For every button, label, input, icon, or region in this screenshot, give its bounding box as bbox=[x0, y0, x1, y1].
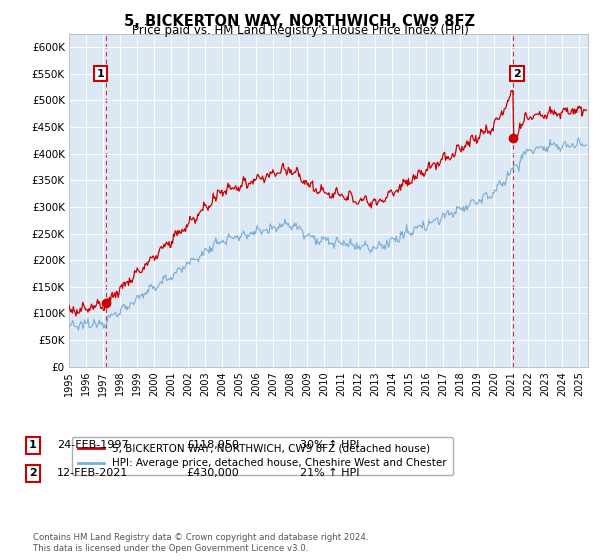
Text: Price paid vs. HM Land Registry's House Price Index (HPI): Price paid vs. HM Land Registry's House … bbox=[131, 24, 469, 37]
Text: 21% ↑ HPI: 21% ↑ HPI bbox=[300, 468, 359, 478]
Text: £430,000: £430,000 bbox=[186, 468, 239, 478]
Text: 30% ↑ HPI: 30% ↑ HPI bbox=[300, 440, 359, 450]
Text: Contains HM Land Registry data © Crown copyright and database right 2024.
This d: Contains HM Land Registry data © Crown c… bbox=[33, 533, 368, 553]
Text: 5, BICKERTON WAY, NORTHWICH, CW9 8FZ: 5, BICKERTON WAY, NORTHWICH, CW9 8FZ bbox=[125, 14, 476, 29]
Text: 2: 2 bbox=[29, 468, 37, 478]
Text: 24-FEB-1997: 24-FEB-1997 bbox=[57, 440, 128, 450]
Text: 1: 1 bbox=[29, 440, 37, 450]
Text: 1: 1 bbox=[97, 68, 104, 78]
Text: 12-FEB-2021: 12-FEB-2021 bbox=[57, 468, 128, 478]
Text: £118,950: £118,950 bbox=[186, 440, 239, 450]
Text: 2: 2 bbox=[513, 68, 521, 78]
Legend: 5, BICKERTON WAY, NORTHWICH, CW9 8FZ (detached house), HPI: Average price, detac: 5, BICKERTON WAY, NORTHWICH, CW9 8FZ (de… bbox=[71, 437, 453, 475]
